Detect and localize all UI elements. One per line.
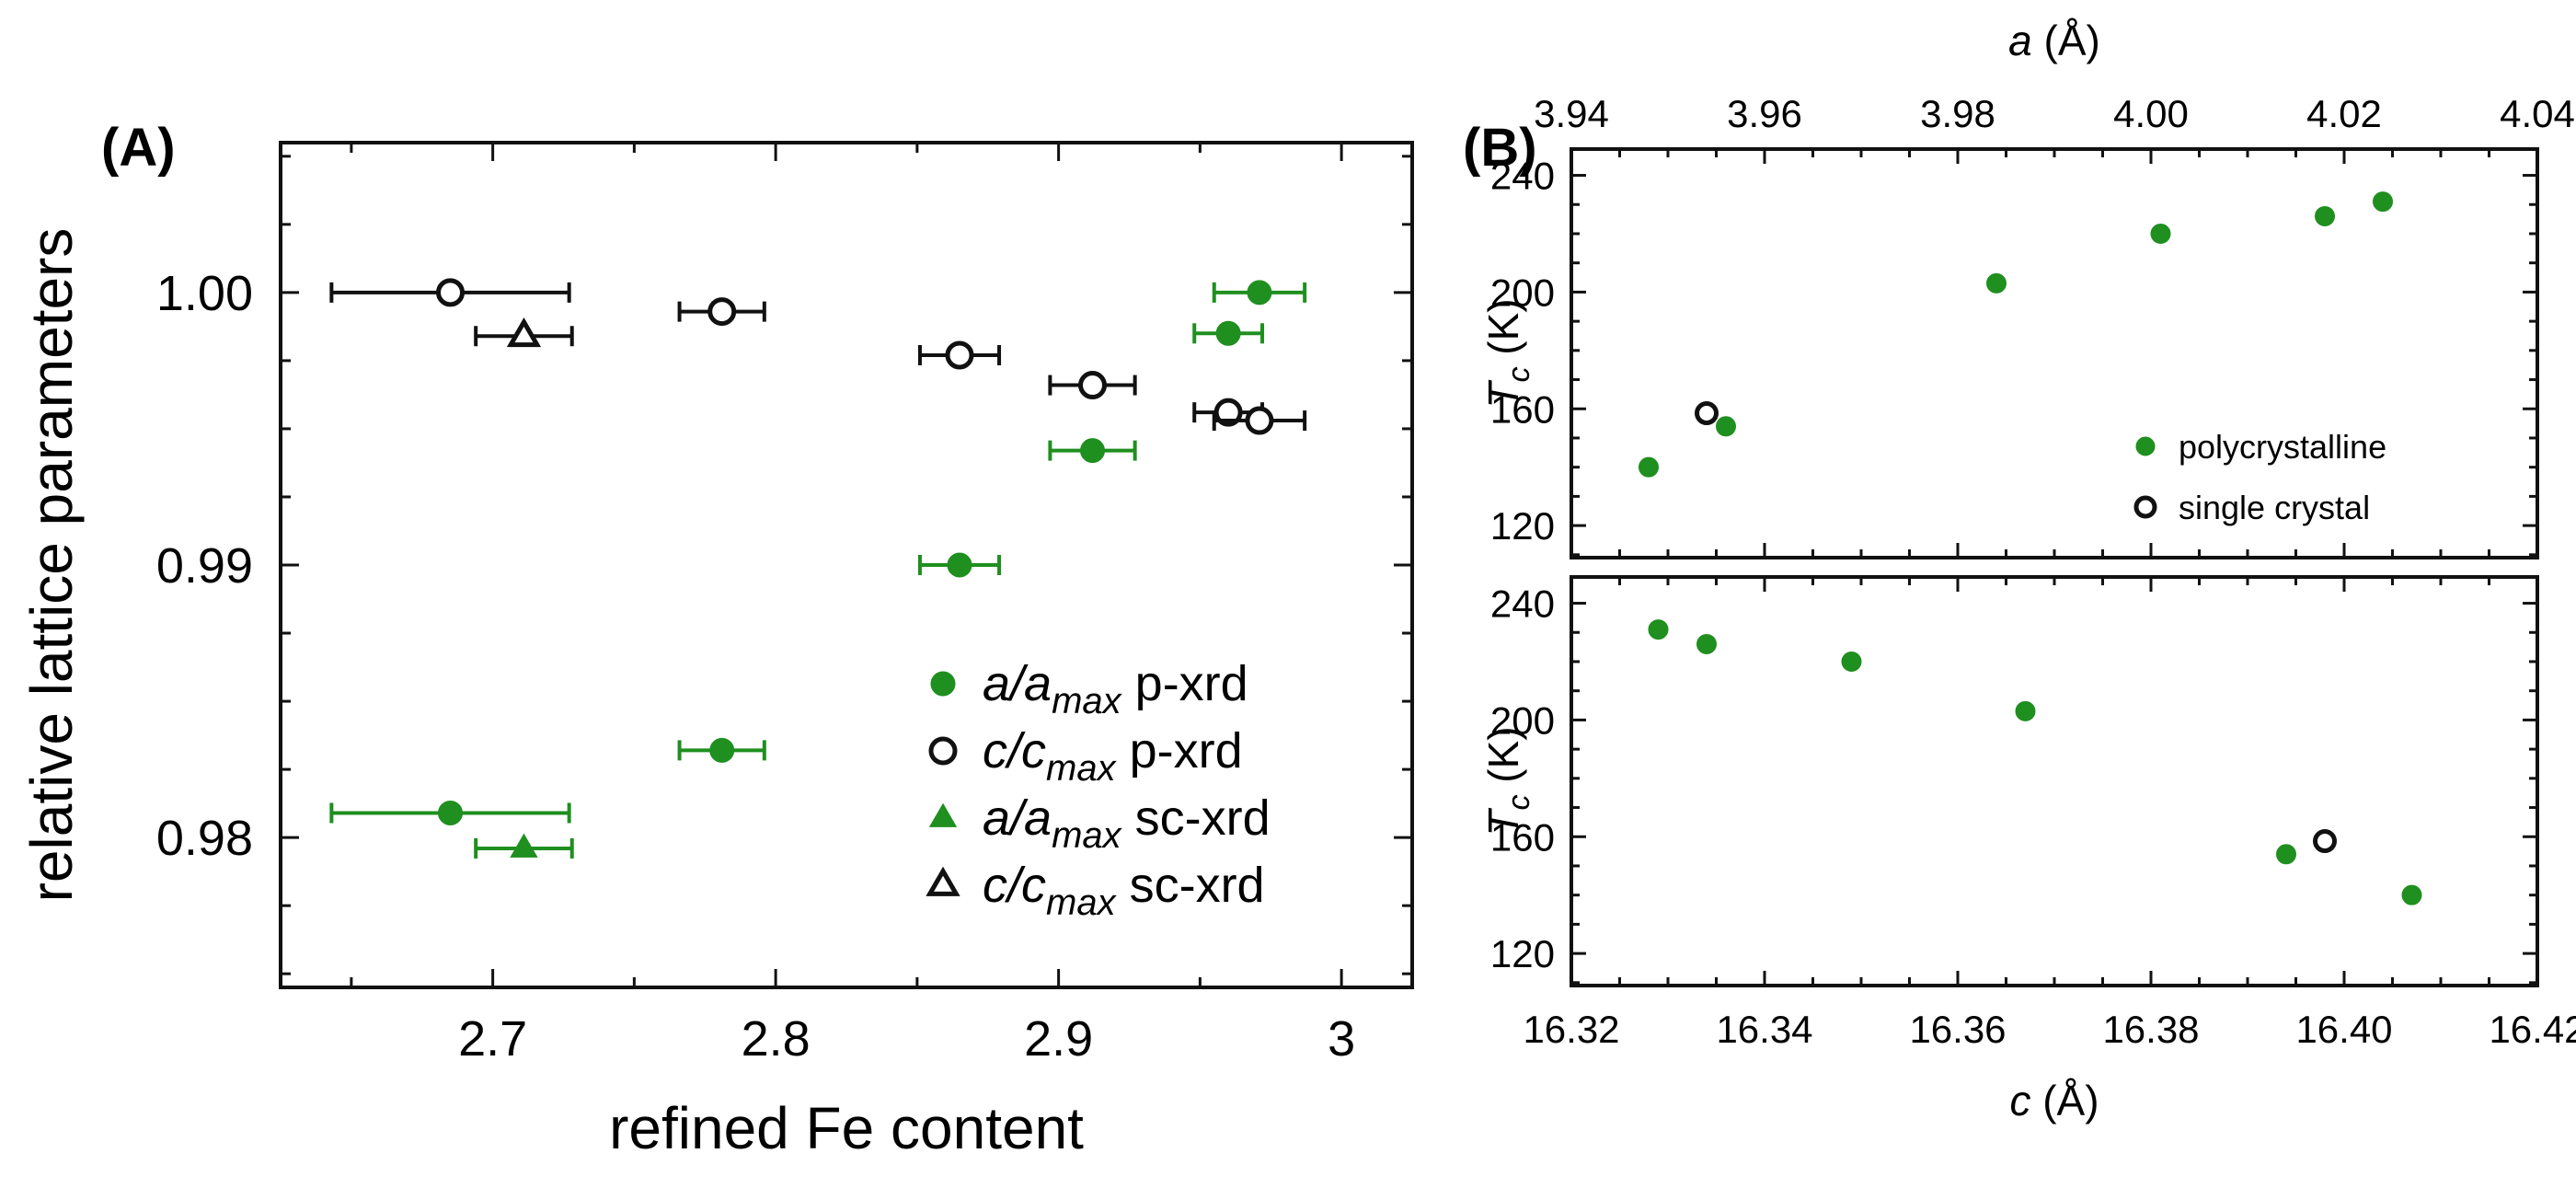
y-tick-label: 240 [1490,582,1555,626]
data-point [436,278,465,307]
bottom-y-axis-label: Tc (K) [1479,726,1536,836]
x-tick-label: 3 [1328,1011,1355,1067]
y-tick-label: 200 [1490,698,1555,742]
y-tick-label: 1.00 [156,266,253,321]
x-tick-label: 3.96 [1727,92,1802,135]
legend-label: a/amax p-xrd [983,656,1248,721]
legend-marker [2135,436,2156,456]
y-tick-label: 0.98 [156,811,253,866]
legend-marker [928,736,958,766]
data-point [2373,191,2393,213]
data-point [510,833,538,858]
data-point [1245,406,1274,435]
x-axis-label: refined Fe content [609,1095,1084,1161]
data-point [2401,884,2422,905]
data-point [1695,401,1719,426]
x-tick-label: 16.34 [1716,1008,1812,1051]
x-tick-label: 2.9 [1024,1011,1093,1067]
data-point [1247,280,1272,306]
y-tick-label: 0.99 [156,538,253,594]
y-tick-label: 160 [1490,387,1555,431]
data-point [945,340,974,370]
legend-marker [926,866,960,896]
y-tick-label: 120 [1490,504,1555,548]
x-tick-label: 3.98 [1920,92,1995,135]
x-tick-label: 4.00 [2113,92,2189,135]
x-tick-label: 16.42 [2489,1008,2576,1051]
x-tick-label: 16.36 [1909,1008,2006,1051]
y-tick-label: 160 [1490,815,1555,859]
data-point [2150,223,2171,244]
data-point [2315,205,2335,226]
data-point [1841,651,1862,672]
data-point [1696,633,1717,654]
x-tick-label: 16.38 [2102,1008,2199,1051]
data-point [506,317,542,348]
data-point [2313,829,2337,854]
data-point [1213,398,1243,427]
legend-marker [930,671,956,697]
data-point [947,552,972,578]
data-point [2015,700,2036,721]
data-point [1215,320,1241,346]
legend-label: single crystal [2179,489,2370,526]
data-point [1080,438,1106,464]
legend-marker [2133,495,2157,519]
panel-b-bottom-frame [1570,575,2539,987]
panel-b-top-frame [1570,147,2539,559]
y-tick-label: 240 [1490,155,1555,198]
panel-a-label: (A) [101,118,176,178]
bottom-x-axis-label: c (Å) [2009,1077,2099,1125]
legend-label: c/cmax p-xrd [983,723,1243,789]
legend-label: c/cmax sc-xrd [983,858,1265,923]
x-tick-label: 3.94 [1534,92,1609,135]
x-tick-label: 2.7 [458,1011,527,1067]
legend-marker [928,802,958,827]
x-tick-label: 16.40 [2295,1008,2392,1051]
top-x-axis-label: a (Å) [2008,17,2100,64]
x-tick-label: 4.02 [2306,92,2382,135]
top-y-axis-label: Tc (K) [1479,298,1536,408]
data-point [1078,371,1108,400]
x-tick-label: 2.8 [742,1011,811,1067]
data-point [1639,456,1659,478]
data-point [1986,272,2007,294]
data-point [2276,844,2296,865]
data-point [707,297,737,327]
data-point [1648,619,1669,640]
data-point [438,800,463,825]
y-tick-label: 200 [1490,271,1555,314]
y-tick-label: 120 [1490,932,1555,975]
data-point [709,737,735,763]
y-axis-label: relative lattice parameters [18,228,85,903]
legend-label: polycrystalline [2179,428,2386,466]
legend-label: a/amax sc-xrd [983,790,1271,856]
data-point [1716,416,1736,437]
panel-b-label: (B) [1463,118,1537,178]
x-tick-label: 16.32 [1523,1008,1619,1051]
x-tick-label: 4.04 [2500,92,2575,135]
